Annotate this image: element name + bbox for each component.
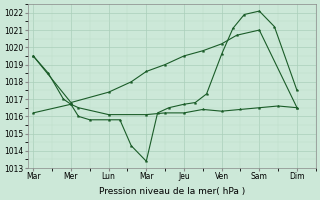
X-axis label: Pression niveau de la mer( hPa ): Pression niveau de la mer( hPa ) bbox=[99, 187, 245, 196]
